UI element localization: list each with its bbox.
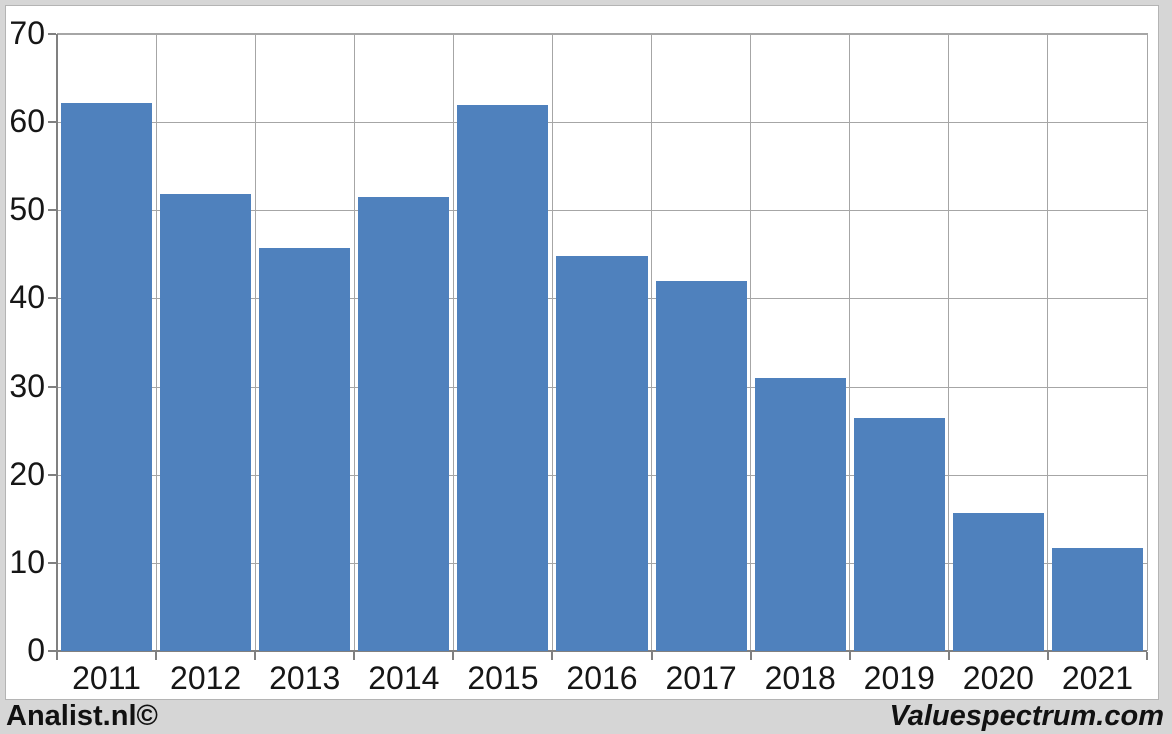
x-axis-label-2012: 2012 — [170, 660, 242, 696]
y-axis-label-20: 20 — [9, 455, 45, 492]
gridline-x-9 — [948, 34, 950, 651]
y-tick-20 — [48, 473, 56, 476]
footer-left-brand: Analist.nl© — [6, 700, 158, 732]
gridline-x-7 — [750, 34, 752, 651]
bar-2012 — [160, 194, 252, 651]
bar-2018 — [754, 377, 846, 651]
gridline-y-50 — [57, 210, 1147, 212]
chart-canvas: 0 10 20 30 40 50 60 70 2011 2012 2013 2014 2015 2016 2… — [5, 5, 1159, 700]
bar-2017 — [655, 280, 747, 651]
y-tick-50 — [48, 209, 56, 212]
x-tick-0 — [56, 652, 58, 660]
x-axis-label-2020: 2020 — [962, 660, 1034, 696]
x-axis-label-2016: 2016 — [566, 660, 638, 696]
plot-area — [48, 33, 1148, 660]
bar-2013 — [259, 248, 351, 651]
y-tick-40 — [48, 297, 56, 300]
bar-2014 — [358, 197, 450, 651]
gridline-x-10 — [1047, 34, 1049, 651]
gridline-x-6 — [651, 34, 653, 651]
bar-2021 — [1051, 547, 1144, 651]
y-tick-10 — [48, 561, 56, 564]
gridline-x-4 — [452, 34, 454, 651]
footer-right-brand: Valuespectrum.com — [889, 700, 1164, 732]
bar-2019 — [853, 418, 945, 651]
bar-2020 — [952, 512, 1044, 651]
gridline-x-11 — [1146, 34, 1148, 651]
gridline-x-3 — [353, 34, 355, 651]
x-tick-5 — [551, 652, 554, 660]
x-axis-label-2013: 2013 — [269, 660, 341, 696]
y-axis-label-60: 60 — [9, 103, 45, 140]
y-tick-70 — [48, 33, 56, 35]
gridline-y-60 — [57, 122, 1147, 124]
gridline-y-70 — [57, 34, 1147, 35]
y-axis-label-0: 0 — [27, 632, 45, 668]
x-axis-label-2015: 2015 — [467, 660, 539, 696]
y-axis-label-10: 10 — [9, 543, 45, 580]
x-axis-label-2018: 2018 — [764, 660, 836, 696]
bar-2015 — [457, 104, 549, 651]
x-axis-label-2014: 2014 — [368, 660, 440, 696]
x-tick-11 — [1146, 652, 1148, 660]
y-tick-30 — [48, 385, 56, 388]
x-tick-9 — [947, 652, 950, 660]
x-axis-label-2017: 2017 — [665, 660, 737, 696]
x-axis-label-2011: 2011 — [72, 660, 141, 696]
gridline-x-1 — [155, 34, 157, 651]
x-axis-label-2019: 2019 — [863, 660, 935, 696]
x-tick-7 — [749, 652, 752, 660]
gridline-x-5 — [551, 34, 553, 651]
x-tick-6 — [650, 652, 653, 660]
y-tick-0 — [48, 650, 56, 652]
x-tick-4 — [452, 652, 455, 660]
x-tick-1 — [155, 652, 158, 660]
y-axis-label-50: 50 — [9, 191, 45, 228]
y-tick-60 — [48, 121, 56, 124]
x-tick-2 — [254, 652, 257, 660]
y-axis-label-70: 70 — [9, 15, 45, 51]
x-tick-3 — [353, 652, 356, 660]
y-axis-line — [56, 34, 58, 651]
x-axis-label-2021: 2021 — [1061, 660, 1134, 696]
x-tick-8 — [848, 652, 851, 660]
x-tick-10 — [1046, 652, 1049, 660]
bar-2011 — [60, 102, 153, 651]
bar-2016 — [556, 256, 648, 651]
y-axis-label-30: 30 — [9, 367, 45, 404]
gridline-x-8 — [849, 34, 851, 651]
y-axis-label-40: 40 — [9, 279, 45, 316]
gridline-x-2 — [254, 34, 256, 651]
x-axis-line — [56, 650, 1147, 652]
